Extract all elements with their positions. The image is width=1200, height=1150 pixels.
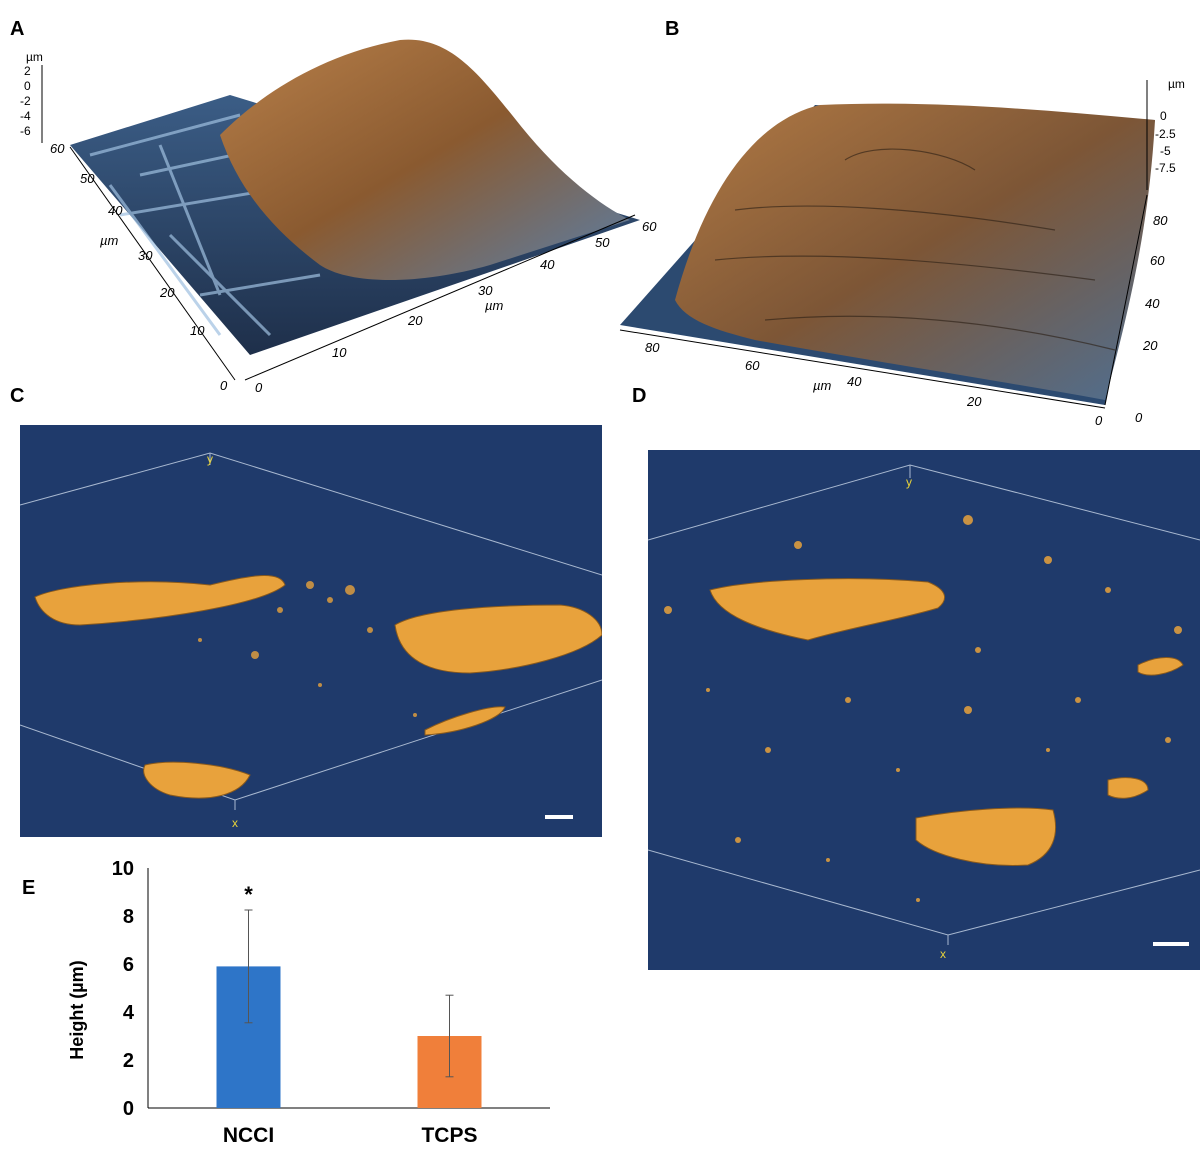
afm-a-x-tick: 60 (642, 219, 657, 234)
afm-b-z-tick: -7.5 (1155, 161, 1176, 175)
afm-a-z-tick: -6 (20, 124, 31, 138)
afm-a-y-tick: 60 (50, 141, 65, 156)
confocal-d-debris (664, 515, 1182, 902)
afm-a-cell-mound (220, 39, 630, 280)
panel-label-b: B (665, 18, 680, 40)
afm-a-y-tick: 20 (159, 285, 175, 300)
confocal-c-scale-bar (545, 815, 573, 819)
afm-b-x-tick: 60 (745, 358, 760, 373)
afm-a-x-tick: 0 (255, 380, 263, 395)
panel-label-c: C (10, 385, 25, 407)
afm-b-right-axis (1104, 194, 1148, 406)
afm-b-surface-contours (714, 148, 1116, 351)
chart-y-tick-label: 4 (123, 1002, 135, 1024)
confocal-d-scale-bar (1153, 942, 1189, 946)
confocal-panel-c: y x (20, 425, 602, 837)
afm-a-y-tick: 0 (220, 378, 228, 393)
panel-label-a: A (10, 18, 25, 40)
afm-b-x-unit: µm (813, 378, 831, 393)
chart-category-label: NCCI (223, 1124, 274, 1145)
afm-a-x-tick: 40 (540, 257, 555, 272)
afm-a-x-axis (244, 214, 636, 381)
afm-b-x-axis (619, 329, 1106, 409)
chart-y-tick-label: 8 (123, 906, 134, 928)
afm-a-x-tick: 30 (478, 283, 493, 298)
afm-b-z-tick: -2.5 (1155, 127, 1176, 141)
afm-a-z-tick: -2 (20, 94, 31, 108)
afm-b-x-tick: 20 (966, 394, 982, 409)
afm-b-x-tick: 40 (847, 374, 862, 389)
afm-b-right-tick: 60 (1150, 253, 1165, 268)
afm-a-y-axis (69, 146, 236, 381)
confocal-c-x-label: x (232, 816, 238, 830)
afm-b-z-tick: 0 (1160, 109, 1167, 123)
chart-y-tick-label: 10 (112, 858, 134, 880)
afm-a-z-tick: 2 (24, 64, 31, 78)
afm-a-y-tick: 50 (80, 171, 95, 186)
afm-a-z-tick: -4 (20, 109, 31, 123)
afm-a-z-unit: µm (26, 50, 43, 64)
chart-y-tick-label: 0 (123, 1098, 134, 1120)
afm-a-x-tick: 10 (332, 345, 347, 360)
afm-b-cell-surface (675, 103, 1155, 400)
afm-b-right-tick: 80 (1153, 213, 1168, 228)
afm-a-y-tick: 10 (190, 323, 205, 338)
confocal-c-y-label: y (207, 452, 213, 466)
confocal-d-y-label: y (906, 475, 912, 489)
afm-a-y-tick: 40 (108, 203, 123, 218)
chart-y-tick-label: 6 (123, 954, 134, 976)
afm-a-x-tick: 50 (595, 235, 610, 250)
confocal-d-cells (709, 578, 1184, 866)
afm-b-right-tick: 20 (1142, 338, 1158, 353)
afm-a-x-tick: 20 (407, 313, 423, 328)
chart-y-axis-label: Height (µm) (67, 960, 87, 1059)
confocal-d-x-label: x (940, 947, 946, 961)
afm-a-y-unit: µm (100, 233, 118, 248)
afm-a-x-unit: µm (485, 298, 503, 313)
afm-surface-b: µm 0 -2.5 -5 -7.5 80 60 40 20 0 80 60 µm… (615, 60, 1200, 440)
afm-b-z-unit: µm (1168, 77, 1185, 91)
afm-surface-a: µm 2 0 -2 -4 -6 60 50 40 µm 30 20 10 0 0… (20, 35, 660, 405)
chart-y-tick-label: 2 (123, 1050, 134, 1072)
panel-label-d: D (632, 385, 647, 407)
afm-a-z-tick: 0 (24, 79, 31, 93)
confocal-panel-d: y x (648, 450, 1200, 970)
confocal-c-debris (198, 581, 417, 717)
confocal-d-bounding-box (648, 464, 1200, 945)
afm-b-x-tick: 80 (645, 340, 660, 355)
afm-b-z-tick: -5 (1160, 144, 1171, 158)
afm-a-y-tick: 30 (138, 248, 153, 263)
afm-b-right-tick: 0 (1135, 410, 1143, 425)
chart-category-label: TCPS (421, 1124, 477, 1145)
height-bar-chart: Height (µm) 0 2 4 6 8 10 NCCI * TCPS (55, 850, 575, 1150)
confocal-c-cells (34, 575, 602, 799)
chart-significance-marker: * (244, 882, 253, 907)
panel-label-e: E (22, 877, 36, 899)
afm-b-right-tick: 40 (1145, 296, 1160, 311)
afm-b-x-tick: 0 (1095, 413, 1103, 428)
